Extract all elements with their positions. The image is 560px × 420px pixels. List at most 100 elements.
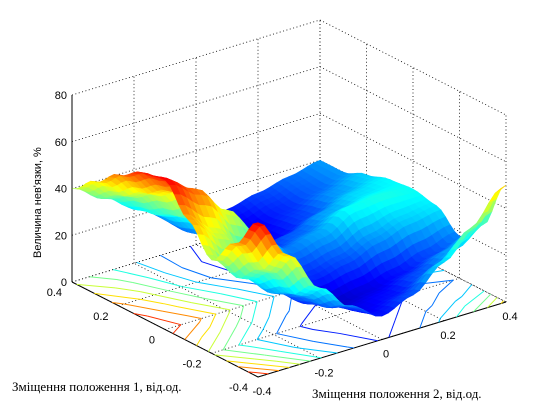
contour-segment <box>312 328 340 334</box>
contour-segment <box>262 316 270 330</box>
contour-segment <box>238 344 247 347</box>
contour-segment <box>473 293 492 312</box>
contour-segment <box>112 301 125 305</box>
contour-segment <box>76 283 116 289</box>
contour-segment <box>293 346 301 349</box>
contour-segment <box>236 288 275 298</box>
contour-segment <box>235 317 241 328</box>
z-axis-label: Величина нев'язки, % <box>32 147 44 258</box>
x-tick-label: 0.2 <box>93 311 108 323</box>
contour-segment <box>201 261 232 272</box>
contour-segment <box>268 308 272 318</box>
contour-segment <box>209 313 217 328</box>
contour-segment <box>199 318 202 323</box>
contour-segment <box>196 281 233 289</box>
contour-segment <box>238 342 241 346</box>
x-tick-label: 0 <box>149 335 155 347</box>
contour-segment <box>266 354 311 362</box>
z-tick-label: 40 <box>55 184 67 196</box>
contour-segment <box>455 296 463 302</box>
contour-segment <box>226 360 244 364</box>
x-tick-label: -0.4 <box>229 382 248 394</box>
contour-segment <box>177 306 216 315</box>
contour-segment <box>246 345 281 352</box>
contour-segment <box>223 349 265 356</box>
contour-segment <box>461 284 473 297</box>
x-tick-label: -0.2 <box>183 358 202 370</box>
z-tick-label: 60 <box>55 137 67 149</box>
contour-segment <box>276 315 287 334</box>
contour-segment <box>285 310 290 316</box>
x-axis-label: Зміщення положення 1, від.од. <box>12 379 182 394</box>
contour-segment <box>168 290 202 299</box>
contour-segment <box>116 279 133 284</box>
contour-segment <box>438 318 441 323</box>
contour-segment <box>500 300 504 304</box>
contour-segment <box>172 324 182 334</box>
contour-segment <box>196 337 203 346</box>
floor-grid-line <box>211 277 460 354</box>
contour-segment <box>162 310 188 317</box>
contour-segment <box>220 293 258 303</box>
contour-segment <box>419 311 427 329</box>
contour-segment <box>250 321 253 324</box>
contour-segment <box>136 261 166 274</box>
contour-segment <box>164 272 197 283</box>
contour-segment <box>425 305 433 312</box>
z-grid-line <box>71 19 321 96</box>
contour-segment <box>176 284 183 288</box>
contour-segment <box>276 360 301 365</box>
contour-segment <box>300 325 314 330</box>
contour-segment <box>280 350 319 358</box>
contour-segment <box>191 302 223 309</box>
contour-segment <box>139 298 164 305</box>
contour-segment <box>212 277 254 285</box>
tick-labels: 0 20 40 60 80 -0.4 -0.2 0 0.2 0.4 -0.4 -0.2 0 0.2 0.4 <box>47 90 518 398</box>
contour-segment <box>388 320 396 338</box>
contour-segment <box>189 245 203 262</box>
z-grid-line <box>319 19 507 116</box>
contour-segment <box>237 366 280 372</box>
contour-segment <box>222 307 231 311</box>
contour-segment <box>439 300 456 320</box>
y-tick-label: 0.2 <box>440 330 455 342</box>
contour-segment <box>232 287 237 290</box>
contour-segment <box>222 337 231 350</box>
contour-segment <box>163 303 178 308</box>
contour-segment <box>133 312 148 317</box>
contour-segment <box>473 310 475 313</box>
contour-segment <box>140 291 155 296</box>
contour-segment <box>96 293 141 300</box>
y-tick-label: 0.4 <box>502 311 517 323</box>
contour-segment <box>229 326 237 338</box>
contour-segment <box>154 294 192 304</box>
contour-segment <box>239 305 245 318</box>
contour-segment <box>239 322 252 343</box>
contour-segment <box>394 316 398 322</box>
contour-segment <box>89 276 117 281</box>
contour-segment <box>301 305 316 324</box>
contour-segment <box>201 297 206 299</box>
contour-segment <box>124 303 164 312</box>
contour-segment <box>254 358 277 362</box>
contour-segment <box>201 326 211 338</box>
z-tick-label: 80 <box>55 90 67 102</box>
contour-segment <box>456 305 466 318</box>
contour-segment <box>256 338 294 348</box>
contour-segment <box>256 328 264 340</box>
contour-segment <box>313 340 348 348</box>
z-tick-label: 20 <box>55 230 67 242</box>
contour-segment <box>147 315 182 326</box>
contour-segment <box>438 279 454 294</box>
contour-segment <box>214 354 255 360</box>
y-tick-label: -0.4 <box>253 386 272 398</box>
contour-segment <box>487 297 498 308</box>
contour-segment <box>112 269 149 279</box>
contour-segment <box>339 332 378 342</box>
contour-segment <box>464 290 485 307</box>
surface-mesh <box>71 159 507 317</box>
contour-segment <box>251 301 258 323</box>
contour-segment <box>421 279 454 285</box>
contour-segment <box>187 315 202 320</box>
